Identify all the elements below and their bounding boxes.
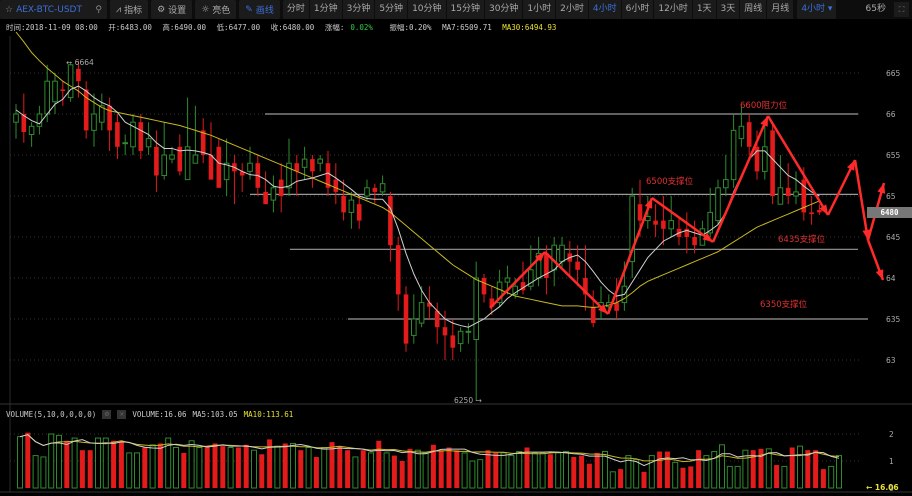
fullscreen-icon[interactable]: ⛶: [894, 2, 909, 17]
info-change-value: 0.02%: [350, 23, 373, 32]
info-change-label: 涨幅:: [324, 23, 345, 32]
interval-tab[interactable]: 周线: [740, 0, 768, 19]
info-ma7: MA7:6509.71: [442, 23, 492, 32]
indicators-label: 指标: [124, 6, 143, 16]
draw-button[interactable]: ✎ 画线: [239, 0, 280, 19]
svg-text:645: 645: [886, 233, 901, 242]
svg-text:66: 66: [886, 110, 896, 119]
volume-infobar: VOLUME(5,10,0,0,0,0) ⚙ ✕ VOLUME:16.06 MA…: [6, 409, 293, 420]
symbol-selector[interactable]: ☆ AEX-BTC-USDT ⚲: [0, 0, 107, 19]
interval-tab[interactable]: 1天: [693, 0, 717, 19]
svg-text:6500支撑位: 6500支撑位: [646, 176, 694, 187]
interval-tab[interactable]: 30分钟: [485, 0, 524, 19]
svg-text:6435支撑位: 6435支撑位: [778, 234, 826, 245]
theme-button[interactable]: ☼ 亮色: [195, 0, 237, 19]
interval-tab[interactable]: 4小时: [589, 0, 622, 19]
sun-icon: ☼: [201, 4, 210, 15]
interval-dropdown-value: 4小时: [801, 4, 826, 14]
interval-tab[interactable]: 月线: [767, 0, 795, 19]
svg-text:64: 64: [886, 274, 896, 283]
last-price-tag: 6480: [867, 207, 912, 218]
star-icon[interactable]: ☆: [5, 4, 14, 15]
interval-tab[interactable]: 1小时: [523, 0, 557, 19]
ohlc-infobar: 时间:2018-11-09 08:00 开:6483.00 高:6490.00 …: [6, 21, 562, 34]
volume-value: VOLUME:16.06: [132, 410, 187, 419]
svg-text:2: 2: [889, 430, 894, 439]
volume-settings-icon[interactable]: ⚙: [102, 410, 112, 419]
theme-label: 亮色: [212, 6, 231, 16]
info-time: 时间:2018-11-09 08:00: [6, 23, 98, 32]
interval-tab[interactable]: 分时: [283, 0, 310, 19]
symbol-name: AEX-BTC-USDT: [16, 4, 82, 15]
svg-text:1: 1: [889, 457, 894, 466]
search-icon[interactable]: ⚲: [95, 4, 102, 15]
svg-text:63: 63: [886, 356, 896, 365]
svg-text:0: 0: [889, 484, 894, 493]
interval-dropdown[interactable]: 4小时 ▾: [797, 0, 838, 19]
svg-text:665: 665: [886, 69, 901, 78]
volume-close-icon[interactable]: ✕: [117, 410, 127, 419]
info-low: 低:6477.00: [216, 23, 261, 32]
info-close: 收:6480.00: [270, 23, 315, 32]
chart-indicator-icon: ⩘: [116, 4, 122, 15]
svg-text:6600阻力位: 6600阻力位: [740, 100, 788, 111]
interval-tab[interactable]: 3分钟: [343, 0, 376, 19]
indicators-button[interactable]: ⩘ 指标: [110, 0, 149, 19]
svg-text:6350支撑位: 6350支撑位: [760, 299, 808, 310]
interval-tab[interactable]: 2小时: [556, 0, 589, 19]
volume-ma10: MA10:113.61: [243, 410, 294, 419]
info-open: 开:6483.00: [108, 23, 152, 32]
svg-text:65: 65: [886, 192, 896, 201]
interval-tab[interactable]: 15分钟: [447, 0, 485, 19]
info-high: 高:6490.00: [162, 23, 207, 32]
interval-tab[interactable]: 5分钟: [375, 0, 409, 19]
svg-text:655: 655: [886, 151, 901, 160]
draw-label: 画线: [255, 6, 274, 16]
gear-icon: ⚙: [157, 4, 166, 15]
interval-tab[interactable]: 1分钟: [310, 0, 343, 19]
countdown: 65秒: [865, 4, 886, 14]
svg-text:6250 →: 6250 →: [454, 396, 482, 405]
interval-tab[interactable]: 10分钟: [408, 0, 447, 19]
interval-tab[interactable]: 3天: [717, 0, 741, 19]
settings-label: 设置: [168, 6, 187, 16]
caret-down-icon: ▾: [825, 4, 833, 14]
interval-tab[interactable]: 12小时: [654, 0, 693, 19]
pencil-icon: ✎: [245, 4, 253, 15]
toolbar: ☆ AEX-BTC-USDT ⚲ ⩘ 指标 ⚙ 设置 ☼ 亮色 ✎ 画线 分时 1分钟 3分…: [0, 0, 912, 19]
svg-text:← 16.06: ← 16.06: [866, 483, 899, 492]
info-amplitude: 振幅:0.20%: [389, 23, 432, 32]
interval-tabs: 分时 1分钟 3分钟 5分钟 10分钟 15分钟 30分钟 1小时 2小时 4小时 6小时 12小时 1…: [282, 0, 795, 19]
svg-text:635: 635: [886, 315, 901, 324]
volume-indicator-name: VOLUME(5,10,0,0,0,0): [6, 410, 97, 419]
info-ma30: MA30:6494.93: [502, 23, 557, 32]
settings-button[interactable]: ⚙ 设置: [151, 0, 193, 19]
interval-tab[interactable]: 6小时: [622, 0, 655, 19]
svg-text:← 6664: ← 6664: [66, 58, 94, 67]
volume-ma5: MA5:103.05: [192, 410, 238, 419]
info-change: 涨幅: 0.02%: [325, 23, 379, 32]
